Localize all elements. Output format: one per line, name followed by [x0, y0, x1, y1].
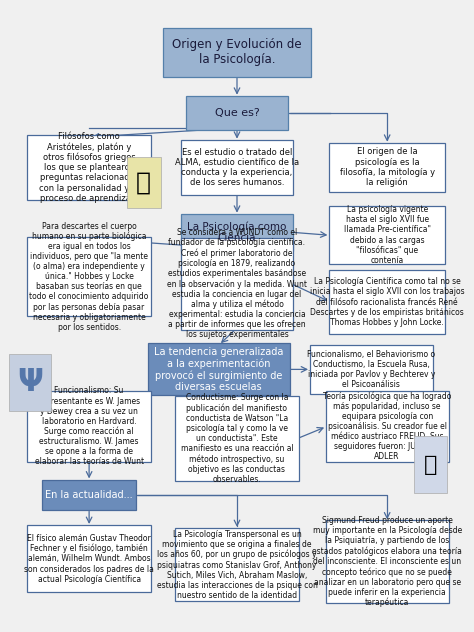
FancyBboxPatch shape	[9, 354, 51, 411]
FancyBboxPatch shape	[27, 237, 151, 316]
Text: Conductisme: Surge con la
publicación del manifiesto
conductista de Watson "La
p: Conductisme: Surge con la publicación de…	[181, 393, 293, 484]
FancyBboxPatch shape	[27, 391, 151, 461]
Text: Funcionalismo: Su
representante es W. James
y Dewey crea a su vez un
laboratorio: Funcionalismo: Su representante es W. Ja…	[35, 386, 144, 466]
Text: En la actualidad...: En la actualidad...	[46, 490, 133, 500]
FancyBboxPatch shape	[329, 270, 446, 334]
FancyBboxPatch shape	[329, 206, 446, 264]
Text: Que es?: Que es?	[215, 107, 259, 118]
Text: Origen y Evolución de
la Psicología.: Origen y Evolución de la Psicología.	[172, 39, 302, 66]
Text: 👤: 👤	[136, 171, 151, 195]
Text: Teoría psicológica que ha logrado
más popularidad, incluso se
equipara psicologí: Teoría psicológica que ha logrado más po…	[323, 391, 451, 461]
Text: 👤: 👤	[424, 454, 437, 475]
FancyBboxPatch shape	[175, 528, 299, 602]
Text: Filósofos como
Aristóteles, platón y
otros filósofos griegos
los que se plantear: Filósofos como Aristóteles, platón y otr…	[39, 132, 139, 203]
FancyBboxPatch shape	[181, 214, 293, 251]
FancyBboxPatch shape	[310, 345, 433, 394]
Text: El físico alemán Gustav Theodor
Fechner y el fisiólogo, también
alemán, Wilhelm : El físico alemán Gustav Theodor Fechner …	[24, 534, 154, 583]
FancyBboxPatch shape	[163, 28, 311, 76]
Text: La Psicología Científica como tal no se
inicia hasta el siglo XVII con los traba: La Psicología Científica como tal no se …	[310, 277, 465, 327]
FancyBboxPatch shape	[148, 343, 290, 396]
FancyBboxPatch shape	[27, 135, 151, 200]
FancyBboxPatch shape	[181, 238, 293, 330]
Text: Funcionalismo, el Behaviorismo o
Conductismo, la Escuela Rusa,
iniciada por Pavl: Funcionalismo, el Behaviorismo o Conduct…	[307, 350, 435, 389]
FancyBboxPatch shape	[186, 96, 288, 130]
Text: El origen de la
psicología es la
filosofía, la mitología y
la religión: El origen de la psicología es la filosof…	[339, 147, 435, 187]
FancyBboxPatch shape	[42, 480, 136, 511]
Text: Es el estudio o tratado del
ALMA, estudio científico de la
conducta y la experie: Es el estudio o tratado del ALMA, estudi…	[175, 148, 299, 187]
FancyBboxPatch shape	[326, 521, 449, 603]
FancyBboxPatch shape	[175, 396, 299, 482]
FancyBboxPatch shape	[127, 157, 161, 208]
Text: Se considera a WUNDT como el
fundador de la psicología científica.
Creó el prime: Se considera a WUNDT como el fundador de…	[167, 228, 307, 339]
Text: Para descartes el cuerpo
humano en su parte biológica
era igual en todos los
ind: Para descartes el cuerpo humano en su pa…	[29, 222, 149, 332]
Text: Sigmund Freud produce un aporte
muy importante en la Psicología desde
la Psiquia: Sigmund Freud produce un aporte muy impo…	[312, 516, 462, 607]
FancyBboxPatch shape	[329, 143, 446, 192]
FancyBboxPatch shape	[27, 525, 151, 592]
FancyBboxPatch shape	[181, 140, 293, 195]
Text: La psicología vigente
hasta el siglo XVII fue
llamada Pre-científica"
debido a l: La psicología vigente hasta el siglo XVI…	[344, 205, 431, 265]
FancyBboxPatch shape	[413, 436, 447, 493]
FancyBboxPatch shape	[326, 391, 449, 461]
Text: La tendencia generalizada
a la experimentación
provocó el surgimiento de
diversa: La tendencia generalizada a la experimen…	[154, 347, 283, 392]
Text: La Psicología Transpersonal es un
movimiento que se origina a finales de
los año: La Psicología Transpersonal es un movimi…	[156, 530, 318, 600]
Text: La Psicología como
Ciencia: La Psicología como Ciencia	[187, 221, 287, 243]
Text: Ψ: Ψ	[17, 368, 43, 398]
